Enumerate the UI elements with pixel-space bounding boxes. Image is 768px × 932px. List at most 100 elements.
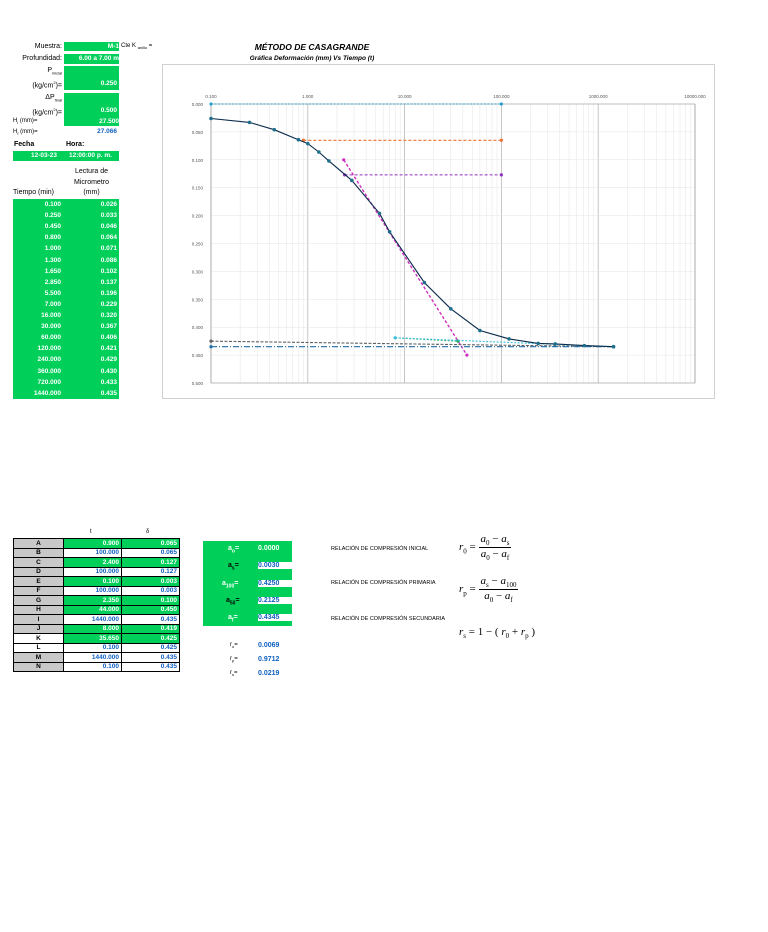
point-t: 100.000 [63,585,122,596]
fecha-value: 12-03-23 [31,152,58,159]
data-point [306,141,310,146]
point-d: 0.450 [121,604,180,615]
reading-row[interactable]: 0.800 0.064 [13,232,119,243]
point-t: 2.350 [63,595,122,606]
point-row[interactable]: A 0.900 0.065 [13,538,180,549]
formula-secundaria-label: RELACIÓN DE COMPRESIÓN SECUNDARIA [331,616,445,622]
lectura-label-2: Micrometro [73,179,109,186]
reading-time: 1.300 [44,256,61,264]
reading-deformation: 0.071 [100,245,117,253]
reading-row[interactable]: 30.000 0.367 [13,321,119,332]
reading-time: 0.100 [44,201,61,208]
reading-row[interactable]: 1440.000 0.435 [13,388,119,399]
point-key: B [13,547,64,558]
point-row[interactable]: N 0.100 0.435 [13,661,180,672]
x-tick-label: 0.100 [205,94,217,99]
p-inicial-value: 0.250 [100,80,117,87]
y-tick-label: 0.400 [192,325,204,330]
point-d: 0.003 [121,576,180,587]
reading-row[interactable]: 0.100 0.026 [13,199,119,210]
x-tick-label: 100.000 [493,94,510,99]
reading-row[interactable]: 16.000 0.320 [13,310,119,321]
point-row[interactable]: F 100.000 0.003 [13,585,180,596]
reading-row[interactable]: 0.450 0.046 [13,221,119,232]
p-inicial-sub: inicial [51,70,62,76]
a50-eq: = [235,597,240,604]
a50-label: a50= [226,597,240,606]
point-t: 35.650 [63,633,122,644]
dp-final-label: ΔPfinal [4,94,62,102]
point-row[interactable]: E 0.100 0.003 [13,576,180,587]
reading-deformation: 0.421 [100,345,117,353]
data-point [296,137,301,142]
point-t: 1440.000 [63,614,122,625]
point-row[interactable]: C 2.400 0.127 [13,557,180,568]
point-key: C [13,557,64,568]
reading-row[interactable]: 60.000 0.406 [13,332,119,343]
reading-row[interactable]: 120.000 0.421 [13,343,119,354]
point-d: 0.065 [121,538,180,549]
construction-point [209,339,213,343]
construction-point [209,102,213,106]
readings-table: 0.100 0.026 0.250 0.033 0.450 0.046 0.800 0.064… [13,199,119,399]
y-tick-label: 0.250 [192,242,204,247]
data-point [317,150,321,154]
point-t: 44.000 [63,604,122,615]
point-key: M [13,652,64,663]
reading-row[interactable]: 0.250 0.033 [13,210,119,221]
point-row[interactable]: H 44.000 0.450 [13,604,180,615]
point-row[interactable]: G 2.350 0.100 [13,595,180,606]
reading-time: 16.000 [41,312,61,319]
a100-sub: 100 [225,583,235,590]
point-row[interactable]: D 100.000 0.127 [13,566,180,577]
rp-label-text: r [230,656,232,662]
reading-row[interactable]: 2.850 0.137 [13,277,119,288]
dp-final-box[interactable] [64,93,119,117]
fecha-hora-row[interactable]: 12-03-23 12:00:00 p. m. [13,151,119,161]
point-row[interactable]: M 1440.000 0.435 [13,652,180,663]
hi-value-text: 27.500 [99,118,119,125]
muestra-value[interactable]: M-1 [64,42,119,51]
hora-value: 12:00:00 p. m. [69,152,112,159]
reading-time: 1.000 [44,245,61,253]
p-inicial-units: (kg/cm2)= [32,80,62,90]
profundidad-value[interactable]: 6.00 a 7.00 m [64,54,119,64]
data-point [387,229,392,234]
point-row[interactable]: J 8.000 0.419 [13,623,180,634]
reading-row[interactable]: 1.300 0.086 [13,255,119,266]
rp-value: 0.9712 [258,656,280,663]
point-row[interactable]: B 100.000 0.065 [13,547,180,558]
reading-row[interactable]: 5.500 0.196 [13,288,119,299]
construction-point [499,173,503,177]
reading-time: 120.000 [37,345,62,353]
cte-sub: anillo [137,45,148,51]
point-row[interactable]: I 1440.000 0.435 [13,614,180,625]
x-tick-label: 10000.000 [684,94,706,99]
data-point [327,159,331,163]
reading-deformation: 0.367 [100,323,117,331]
point-row[interactable]: L 0.100 0.425 [13,642,180,653]
reading-row[interactable]: 240.000 0.429 [13,354,119,365]
x-tick-label: 1.000 [302,94,314,99]
reading-time: 240.000 [37,356,62,364]
reading-deformation: 0.026 [100,201,117,208]
point-row[interactable]: K 35.650 0.425 [13,633,180,644]
point-d: 0.100 [121,595,180,606]
reading-time: 1.650 [44,267,61,275]
reading-row[interactable]: 360.000 0.430 [13,366,119,377]
construction-point [499,138,503,142]
p-inicial-box[interactable] [64,66,119,90]
reading-row[interactable]: 1.650 0.102 [13,266,119,277]
point-t: 0.900 [63,538,122,549]
reading-row[interactable]: 1.000 0.071 [13,243,119,254]
reading-deformation: 0.046 [100,223,117,231]
point-d: 0.003 [121,585,180,596]
tiempo-label: Tiempo (min) [13,189,54,196]
hi-value[interactable]: 27.500 [64,117,119,126]
reading-row[interactable]: 7.000 0.229 [13,299,119,310]
reading-row[interactable]: 720.000 0.433 [13,377,119,388]
p-inicial-label-text: P [47,67,52,74]
hi-units: (mm)= [19,118,38,124]
reading-deformation: 0.433 [100,378,117,386]
lectura-label-1: Lectura de [74,168,109,175]
